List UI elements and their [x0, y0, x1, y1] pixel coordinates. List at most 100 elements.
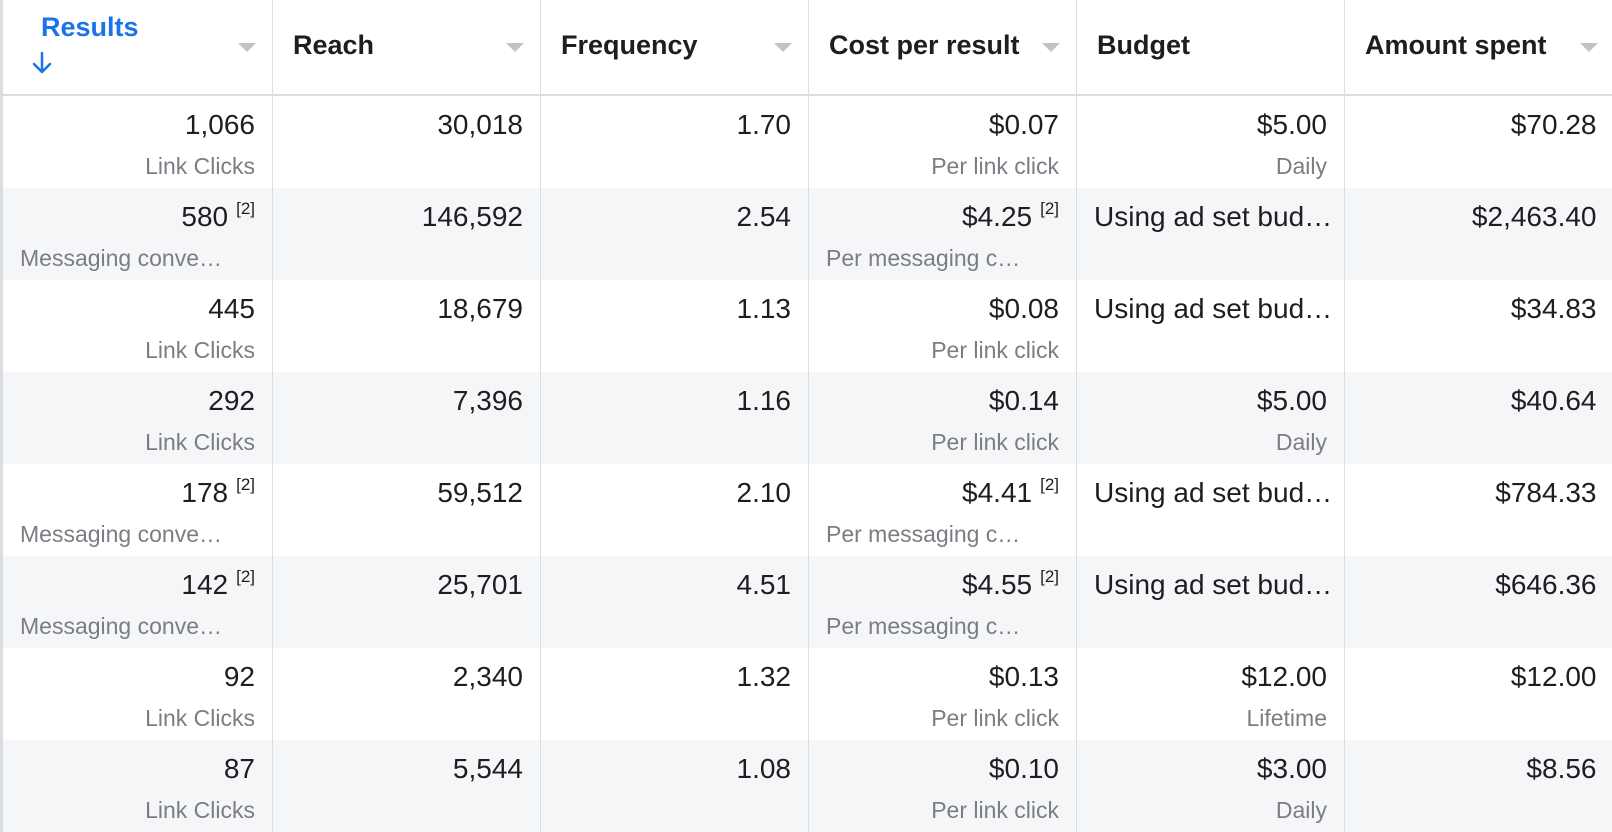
column-header-label[interactable]: Frequency	[561, 30, 698, 61]
budget-cell: Using ad set bud…	[1077, 464, 1345, 556]
cost-value-wrap: $0.10	[989, 753, 1059, 785]
caret-down-icon[interactable]	[1042, 43, 1060, 52]
reach-cell: 7,396	[273, 372, 541, 464]
column-header-budget[interactable]: Budget	[1077, 0, 1345, 95]
reach-value: 30,018	[437, 109, 523, 141]
cost-value: $0.14	[989, 385, 1059, 416]
footnote-marker[interactable]: [2]	[1040, 475, 1059, 494]
column-header-amount-spent[interactable]: Amount spent	[1345, 0, 1612, 95]
results-value-wrap: 178 [2]	[181, 477, 255, 509]
amount-spent-value: $646.36	[1495, 569, 1596, 601]
cost-per-result-cell: $4.41[2]Per messaging c…	[809, 464, 1077, 556]
frequency-cell: 1.16	[541, 372, 809, 464]
reach-cell: 18,679	[273, 280, 541, 372]
reach-cell: 2,340	[273, 648, 541, 740]
budget-type-label: Daily	[1276, 429, 1327, 456]
frequency-value: 4.51	[737, 569, 792, 601]
frequency-cell: 4.51	[541, 556, 809, 648]
frequency-cell: 1.32	[541, 648, 809, 740]
results-value: 178	[181, 477, 228, 508]
cost-value: $0.08	[989, 293, 1059, 324]
cost-type-label: Per link click	[931, 429, 1059, 456]
column-header-label[interactable]: Cost per result	[829, 30, 1020, 61]
amount-spent-cell: $40.64	[1345, 372, 1612, 464]
caret-down-icon[interactable]	[1580, 43, 1598, 52]
frequency-value: 2.54	[737, 201, 792, 233]
cost-type-label: Per link click	[931, 337, 1059, 364]
column-header-label[interactable]: Amount spent	[1365, 30, 1547, 61]
budget-cell: Using ad set bud…	[1077, 556, 1345, 648]
frequency-value: 1.13	[737, 293, 792, 325]
cost-value-wrap: $4.25[2]	[962, 201, 1059, 233]
column-header-label[interactable]: Reach	[293, 30, 374, 61]
amount-spent-cell: $2,463.40	[1345, 188, 1612, 280]
cost-value-wrap: $4.55[2]	[962, 569, 1059, 601]
footnote-marker[interactable]: [2]	[236, 199, 255, 218]
column-header-frequency[interactable]: Frequency	[541, 0, 809, 95]
cost-value-wrap: $0.08	[989, 293, 1059, 325]
reach-value: 18,679	[437, 293, 523, 325]
arrow-down-icon[interactable]	[29, 50, 55, 76]
amount-spent-value: $784.33	[1495, 477, 1596, 509]
results-value-wrap: 580[2]	[181, 201, 255, 233]
cost-type-label: Per link click	[931, 153, 1059, 180]
cost-value-wrap: $0.14	[989, 385, 1059, 417]
caret-down-icon[interactable]	[774, 43, 792, 52]
results-value-wrap: 1,066	[185, 109, 255, 141]
table-row[interactable]: 445 Link Clicks 18,679 1.13 $0.08 Per link cl…	[2, 280, 1612, 372]
footnote-marker[interactable]: [2]	[236, 475, 255, 494]
results-value: 142	[181, 569, 228, 600]
column-header-results[interactable]: Results	[2, 0, 273, 95]
frequency-value: 1.08	[737, 753, 792, 785]
column-header-cost-per-result[interactable]: Cost per result	[809, 0, 1077, 95]
reach-cell: 30,018	[273, 95, 541, 188]
results-value-wrap: 87	[224, 753, 255, 785]
table-body: 1,066 Link Clicks 30,018 1.70 $0.07 Per link …	[2, 95, 1612, 832]
caret-down-icon[interactable]	[238, 43, 256, 52]
cost-value-wrap: $0.07	[989, 109, 1059, 141]
reach-value: 7,396	[453, 385, 523, 417]
amount-spent-value: $12.00	[1511, 661, 1597, 693]
result-type-label: Messaging conve…	[20, 245, 222, 272]
results-value: 92	[224, 661, 255, 692]
cost-per-result-cell: $0.14 Per link click	[809, 372, 1077, 464]
column-header-reach[interactable]: Reach	[273, 0, 541, 95]
footnote-marker[interactable]: [2]	[1040, 199, 1059, 218]
amount-spent-cell: $70.28	[1345, 95, 1612, 188]
amount-spent-cell: $34.83	[1345, 280, 1612, 372]
budget-value: Using ad set bud…	[1094, 477, 1332, 509]
result-type-label: Link Clicks	[145, 337, 255, 364]
footnote-marker[interactable]: [2]	[236, 567, 255, 586]
frequency-cell: 1.13	[541, 280, 809, 372]
amount-spent-value: $8.56	[1526, 753, 1596, 785]
budget-type-label: Daily	[1276, 797, 1327, 824]
frequency-value: 1.70	[737, 109, 792, 141]
budget-value: Using ad set bud…	[1094, 201, 1332, 233]
results-value-wrap: 92	[224, 661, 255, 693]
footnote-marker[interactable]: [2]	[1040, 567, 1059, 586]
caret-down-icon[interactable]	[506, 43, 524, 52]
cost-type-label: Per messaging c…	[826, 613, 1020, 640]
reach-value: 2,340	[453, 661, 523, 693]
results-value: 445	[208, 293, 255, 324]
budget-value: $5.00	[1257, 109, 1327, 141]
budget-cell: Using ad set bud…	[1077, 188, 1345, 280]
column-header-label[interactable]: Budget	[1097, 30, 1190, 61]
amount-spent-value: $34.83	[1511, 293, 1597, 325]
results-value-wrap: 292	[208, 385, 255, 417]
cost-type-label: Per link click	[931, 705, 1059, 732]
results-value-wrap: 142 [2]	[181, 569, 255, 601]
column-header-label[interactable]: Results	[41, 12, 139, 43]
cost-per-result-cell: $4.25[2]Per messaging c…	[809, 188, 1077, 280]
budget-type-label: Daily	[1276, 153, 1327, 180]
